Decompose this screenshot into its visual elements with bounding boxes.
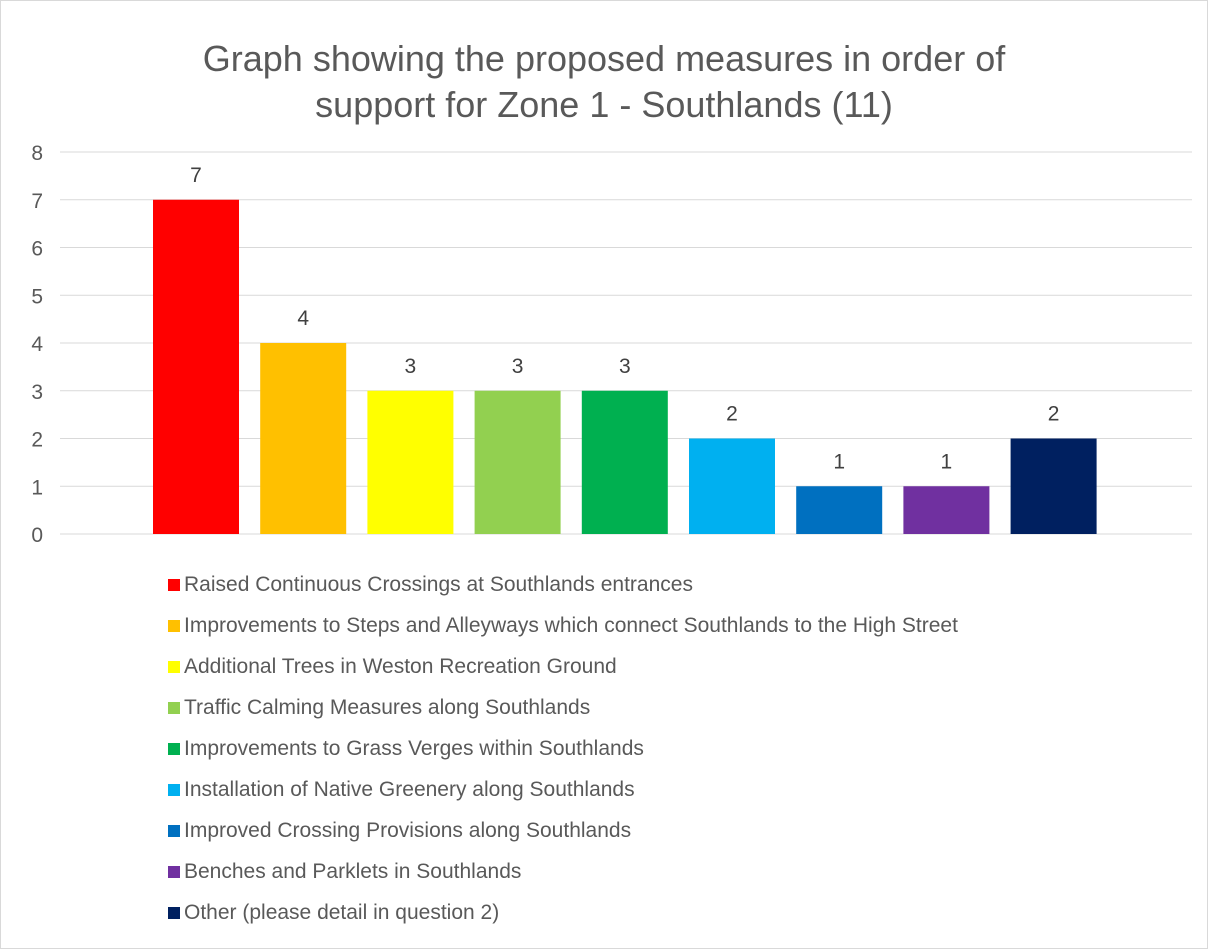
bar	[260, 343, 347, 534]
y-axis-ticks: 0 1 2 3 4 5 6 7 8	[31, 142, 43, 547]
legend-label: Other (please detail in question 2)	[184, 900, 500, 924]
bar-data-label: 3	[619, 355, 631, 378]
y-tick-label: 5	[31, 285, 43, 308]
y-tick-label: 8	[31, 142, 43, 165]
legend-label: Improvements to Steps and Alleyways whic…	[184, 613, 958, 637]
legend-item: Additional Trees in Weston Recreation Gr…	[168, 646, 958, 687]
legend-label: Improvements to Grass Verges within Sout…	[184, 736, 644, 760]
bar	[367, 390, 454, 534]
bar-data-label: 3	[512, 355, 524, 378]
legend: Raised Continuous Crossings at Southland…	[168, 564, 958, 933]
bar	[153, 199, 239, 534]
legend-label: Traffic Calming Measures along Southland…	[184, 695, 591, 719]
bar	[1010, 438, 1097, 534]
legend-swatch	[168, 578, 180, 591]
bar-data-label: 7	[190, 164, 202, 187]
legend-item: Improved Crossing Provisions along South…	[168, 810, 958, 851]
y-tick-label: 6	[31, 238, 43, 261]
legend-label: Raised Continuous Crossings at Southland…	[184, 572, 693, 596]
legend-swatch	[168, 660, 180, 673]
y-tick-label: 1	[31, 476, 43, 499]
bar-data-label: 2	[1048, 403, 1060, 426]
legend-swatch	[168, 701, 180, 714]
legend-item: Raised Continuous Crossings at Southland…	[168, 564, 958, 605]
chart-title-line-2: support for Zone 1 - Southlands (11)	[315, 84, 893, 125]
bar	[474, 390, 561, 534]
chart-title: Graph showing the proposed measures in o…	[0, 36, 1208, 128]
legend-item: Improvements to Steps and Alleyways whic…	[168, 605, 958, 646]
data-labels: 7 4 3 3 3 2 1 1 2	[190, 164, 1059, 474]
bar	[689, 438, 775, 534]
bar-data-label: 1	[833, 450, 845, 473]
legend-swatch	[168, 619, 180, 632]
legend-swatch	[168, 742, 180, 755]
legend-swatch	[168, 906, 180, 919]
legend-label: Improved Crossing Provisions along South…	[184, 818, 632, 842]
legend-swatch	[168, 865, 180, 878]
legend-item: Other (please detail in question 2)	[168, 892, 958, 933]
bar	[796, 486, 883, 534]
y-tick-label: 2	[31, 429, 43, 452]
bar	[581, 390, 668, 534]
y-tick-label: 7	[31, 190, 43, 213]
legend-swatch	[168, 824, 180, 837]
legend-item: Improvements to Grass Verges within Sout…	[168, 728, 958, 769]
bar-data-label: 4	[297, 307, 309, 330]
chart-title-line-1: Graph showing the proposed measures in o…	[202, 38, 1006, 79]
legend-item: Benches and Parklets in Southlands	[168, 851, 958, 892]
bar-data-label: 2	[726, 403, 738, 426]
y-tick-label: 0	[31, 524, 43, 547]
legend-label: Benches and Parklets in Southlands	[184, 859, 522, 883]
y-tick-label: 4	[31, 333, 43, 356]
bar	[903, 486, 990, 534]
legend-item: Installation of Native Greenery along So…	[168, 769, 958, 810]
legend-swatch	[168, 783, 180, 796]
bars	[153, 199, 1097, 534]
y-tick-label: 3	[31, 381, 43, 404]
legend-label: Additional Trees in Weston Recreation Gr…	[184, 654, 617, 678]
legend-label: Installation of Native Greenery along So…	[184, 777, 635, 801]
bar-data-label: 3	[405, 355, 417, 378]
legend-item: Traffic Calming Measures along Southland…	[168, 687, 958, 728]
bar-data-label: 1	[941, 450, 953, 473]
